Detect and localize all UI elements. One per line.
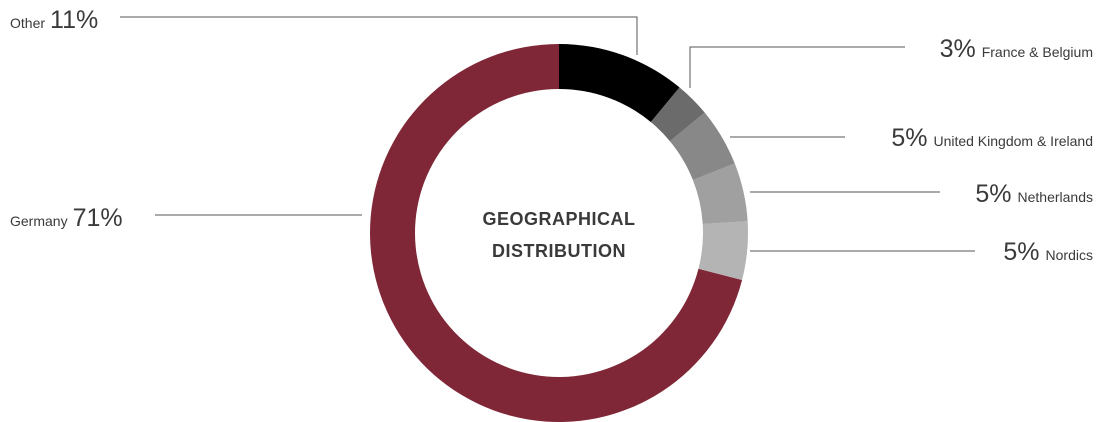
category-name: Netherlands — [1018, 189, 1094, 205]
value-label: 5% — [1003, 238, 1039, 266]
data-label: Germany 71% — [10, 204, 123, 232]
donut-segment — [692, 163, 748, 224]
value-label: 3% — [940, 35, 976, 63]
donut-segment — [650, 87, 705, 142]
data-label: 3% France & Belgium — [940, 35, 1093, 63]
category-name: Nordics — [1046, 247, 1093, 263]
center-label: DISTRIBUTION — [492, 241, 626, 261]
value-label: 71% — [73, 204, 123, 232]
value-label: 5% — [891, 124, 927, 152]
data-label: 5% Nordics — [1003, 238, 1093, 266]
value-label: 5% — [975, 180, 1011, 208]
leader-line — [689, 46, 905, 88]
category-name: Germany — [10, 213, 68, 229]
data-label: 5% United Kingdom & Ireland — [891, 124, 1093, 152]
data-label: 5% Netherlands — [975, 180, 1093, 208]
donut-segment — [559, 44, 680, 123]
category-name: France & Belgium — [982, 44, 1093, 60]
category-name: United Kingdom & Ireland — [933, 133, 1093, 149]
data-label: Other 11% — [10, 6, 98, 34]
leader-line — [120, 16, 638, 55]
value-label: 11% — [50, 6, 98, 34]
donut-segment — [698, 221, 748, 281]
center-label: GEOGRAPHICAL — [482, 209, 635, 229]
category-name: Other — [10, 15, 45, 31]
donut-segment — [669, 112, 735, 180]
